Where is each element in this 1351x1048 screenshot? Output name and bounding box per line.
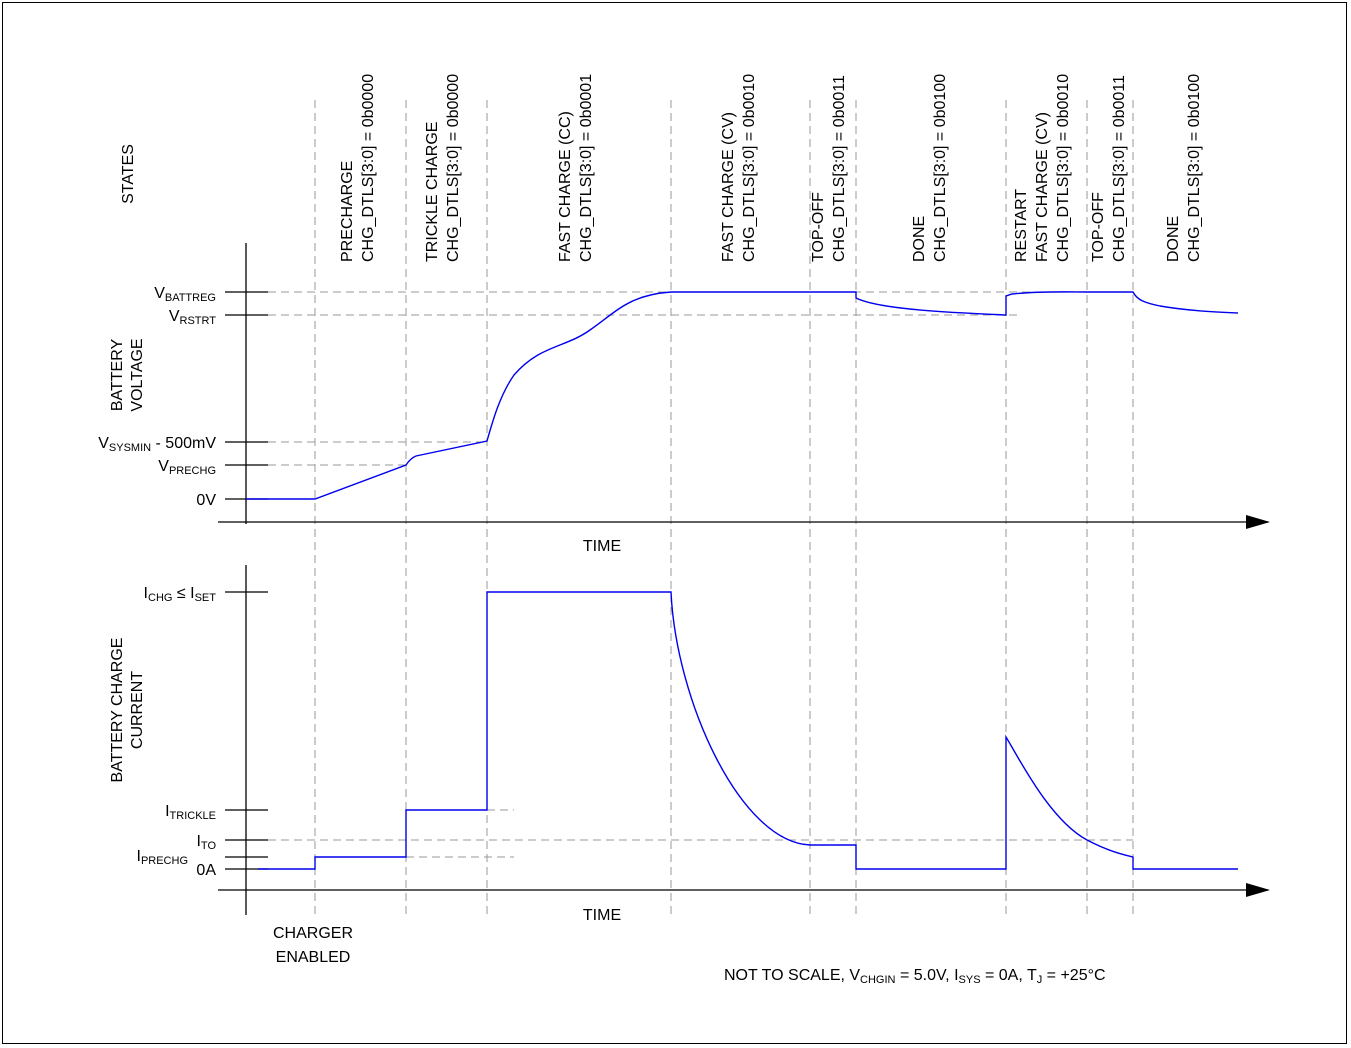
vrstrt-label: VRSTRT (169, 308, 216, 327)
vprechg-label: VPRECHG (158, 458, 216, 477)
state-restart-line3: CHG_DTLS[3:0] = 0b0010 (1055, 74, 1072, 262)
state-trickle-line2: CHG_DTLS[3:0] = 0b0000 (445, 74, 462, 262)
state-done-line1: DONE (911, 216, 928, 262)
state-restart-line1: RESTART (1013, 189, 1030, 262)
state-trickle-line1: TRICKLE CHARGE (424, 122, 441, 262)
footnote: NOT TO SCALE, VCHGIN = 5.0V, ISYS = 0A, … (724, 967, 1106, 986)
voltage-level-labels: VBATTREG VRSTRT VSYSMIN - 500mV VPRECHG … (98, 285, 216, 509)
state-precharge-line1: PRECHARGE (339, 161, 356, 262)
row-labels: STATES BATTERY VOLTAGE BATTERY CHARGE CU… (109, 144, 146, 782)
ichg-iset-label: ICHG ≤ ISET (144, 585, 217, 604)
vsysmin-label: VSYSMIN - 500mV (98, 435, 216, 454)
battery-voltage-label-line1: BATTERY (109, 339, 126, 412)
state-topoff-line1: TOP-OFF (810, 192, 827, 262)
vbattreg-label: VBATTREG (154, 285, 216, 304)
state-topoff2-line1: TOP-OFF (1090, 192, 1107, 262)
level-guides (268, 291, 1133, 858)
state-fast-cc-line1: FAST CHARGE (CC) (557, 111, 574, 262)
iprechg-label: IPRECHG (136, 848, 188, 867)
battery-voltage-label-line2: VOLTAGE (129, 338, 146, 411)
charger-enabled-line2: ENABLED (276, 949, 351, 966)
state-topoff-line2: CHG_DTLS[3:0] = 0b0011 (831, 75, 848, 262)
battery-charge-current-label-line1: BATTERY CHARGE (109, 638, 126, 783)
current-level-labels: ICHG ≤ ISET ITRICKLE ITO IPRECHG 0A (136, 585, 216, 879)
axes (218, 243, 1270, 915)
state-fast-cc-line2: CHG_DTLS[3:0] = 0b0001 (578, 74, 595, 262)
ito-label: ITO (196, 833, 216, 852)
state-labels: PRECHARGE CHG_DTLS[3:0] = 0b0000 TRICKLE… (339, 74, 1203, 262)
level-ticks (225, 291, 268, 870)
zero-volt-label: 0V (196, 492, 216, 509)
battery-voltage-trace (246, 291, 1239, 500)
zero-amp-label: 0A (196, 862, 216, 879)
state-fast-cv-line2: CHG_DTLS[3:0] = 0b0010 (741, 74, 758, 262)
state-done-line2: CHG_DTLS[3:0] = 0b0100 (932, 74, 949, 262)
itrickle-label: ITRICKLE (165, 803, 216, 822)
state-done2-line2: CHG_DTLS[3:0] = 0b0100 (1186, 74, 1203, 262)
time-axis-label-bottom: TIME (583, 907, 621, 924)
state-restart-line2: FAST CHARGE (CV) (1034, 112, 1051, 262)
battery-charge-current-trace (258, 591, 1238, 870)
state-topoff2-line2: CHG_DTLS[3:0] = 0b0011 (1111, 75, 1128, 262)
state-precharge-line2: CHG_DTLS[3:0] = 0b0000 (360, 74, 377, 262)
state-fast-cv-line1: FAST CHARGE (CV) (720, 112, 737, 262)
states-row-label: STATES (120, 144, 137, 204)
battery-charge-current-label-line2: CURRENT (129, 671, 146, 749)
charger-enabled-line1: CHARGER (273, 925, 353, 942)
state-done2-line1: DONE (1165, 216, 1182, 262)
time-axis-label-top: TIME (583, 538, 621, 555)
